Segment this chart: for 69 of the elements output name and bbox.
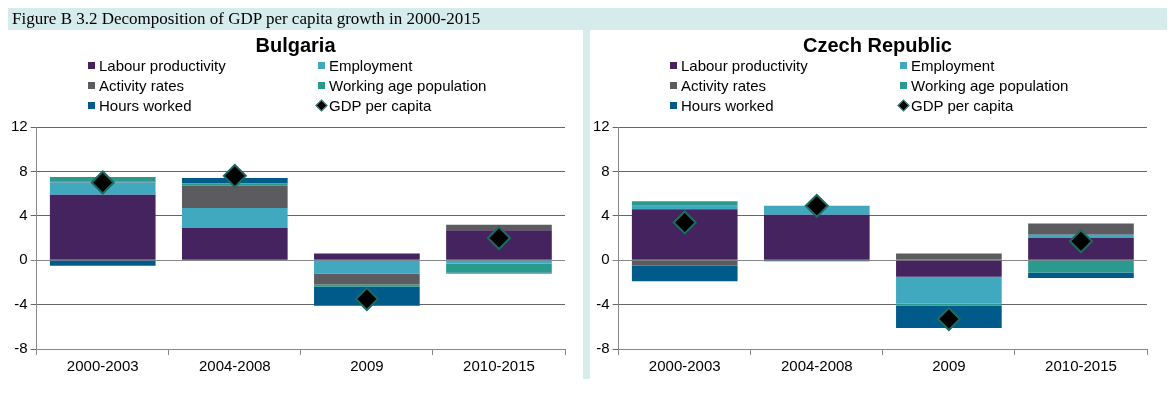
chart-title: Czech Republic: [802, 34, 953, 57]
bar: [314, 260, 420, 274]
bar: [1028, 238, 1134, 260]
bar: [446, 230, 552, 260]
y-tick-label: -4: [596, 294, 610, 312]
y-tick-label: 4: [19, 205, 28, 223]
legend-label: Working age population: [329, 77, 487, 94]
point: [1068, 229, 1093, 254]
chart-title: Bulgaria: [254, 34, 337, 57]
y-tick-label: -4: [14, 294, 28, 312]
bar: [181, 208, 288, 229]
bar: [631, 205, 738, 210]
bar: [896, 260, 1002, 277]
y-tick-label: 0: [601, 250, 610, 268]
point: [486, 226, 511, 250]
legend-label: GDP per capita: [911, 97, 1014, 114]
point: [936, 307, 961, 332]
y-tick-label: 8: [601, 161, 610, 179]
y-tick-label: 12: [593, 117, 610, 135]
x-tick-label: 2009: [932, 357, 966, 375]
bar: [314, 253, 420, 260]
legend-label: Activity rates: [681, 77, 767, 94]
text: Figure B 3.2 Decomposition of GDP per capita growth in 2000-2015: [8, 8, 1167, 30]
x-tick-label: 2010-2015: [463, 357, 535, 375]
point: [672, 210, 697, 235]
bar: [631, 209, 738, 260]
bar: [181, 228, 288, 260]
bar: [896, 276, 1002, 304]
bar: [1028, 223, 1134, 235]
x-tick-label: 2000-2003: [648, 357, 721, 375]
legend-label: Employment: [329, 57, 413, 74]
legend-label: Hours worked: [99, 97, 192, 114]
legend-label: Labour productivity: [681, 57, 808, 74]
x-tick-label: 2000-2003: [66, 357, 139, 375]
bar: [763, 214, 870, 260]
point: [354, 287, 379, 312]
bar: [446, 263, 552, 273]
y-tick-label: 8: [19, 161, 28, 179]
x-tick-label: 2004-2008: [198, 357, 271, 375]
bar: [896, 303, 1002, 306]
point: [804, 193, 829, 218]
bar: [631, 265, 738, 282]
y-tick-label: 4: [601, 205, 610, 223]
y-tick-label: 0: [19, 250, 28, 268]
legend-label: Labour productivity: [99, 57, 226, 74]
bar: [1028, 260, 1134, 273]
bar: [314, 284, 420, 287]
y-tick-label: 12: [11, 117, 28, 135]
bar: [49, 194, 156, 260]
x-tick-label: 2009: [350, 357, 384, 375]
y-tick-label: -8: [596, 339, 610, 357]
legend-label: Hours worked: [681, 97, 774, 114]
x-tick-label: 2010-2015: [1045, 357, 1117, 375]
legend-label: Working age population: [911, 77, 1069, 94]
bar: [181, 185, 288, 209]
bar: [631, 260, 738, 266]
bar: [896, 253, 1002, 260]
bar: [631, 201, 738, 206]
bar: [314, 273, 420, 285]
legend-label: Activity rates: [99, 77, 185, 94]
legend-label: GDP per capita: [329, 97, 432, 114]
bar: [1028, 272, 1134, 278]
legend-label: Employment: [911, 57, 995, 74]
point: [222, 163, 247, 188]
x-tick-label: 2004-2008: [780, 357, 853, 375]
bar: [49, 260, 156, 266]
y-tick-label: -8: [14, 339, 28, 357]
bar: [446, 260, 552, 264]
point: [90, 170, 115, 195]
